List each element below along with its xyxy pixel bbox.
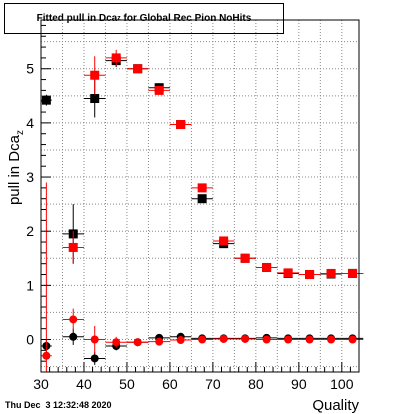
data-point-circle <box>241 334 250 343</box>
data-point-square <box>348 268 358 278</box>
x-tick-label: 50 <box>119 376 135 392</box>
data-point-square <box>68 242 78 252</box>
data-point-square <box>90 70 100 80</box>
chart-title-sub: z <box>117 15 121 22</box>
data-point-circle <box>262 335 271 344</box>
x-axis-label: Quality <box>312 397 359 414</box>
data-point-circle <box>348 335 357 344</box>
data-point-square <box>326 268 336 278</box>
x-tick-label: 40 <box>76 376 92 392</box>
x-tick-label: 60 <box>162 376 178 392</box>
x-tick-label: 100 <box>330 376 354 392</box>
y-tick-label: 3 <box>26 169 34 185</box>
data-point-circle <box>90 335 99 344</box>
grid-lines <box>41 20 359 372</box>
data-point-square <box>133 64 143 74</box>
plot-frame <box>40 19 360 373</box>
data-point-circle <box>284 335 293 344</box>
y-axis-label: pull in Dcaz <box>6 130 26 205</box>
data-point-square <box>283 268 293 278</box>
data-point-circle <box>305 335 314 344</box>
y-tick-label: 2 <box>26 223 34 239</box>
data-point-circle <box>90 354 99 363</box>
data-point-square <box>176 120 186 130</box>
data-point-circle <box>219 334 228 343</box>
data-point-circle <box>42 351 51 360</box>
data-point-square <box>219 236 229 246</box>
data-point-circle <box>112 338 121 347</box>
x-tick-label: 30 <box>33 376 49 392</box>
tick-labels: 30 40 50 60 70 80 90 100 0 1 2 3 4 5 <box>26 61 354 392</box>
x-tick-label: 70 <box>205 376 221 392</box>
data-markers <box>41 49 364 372</box>
data-point-circle <box>176 336 185 345</box>
chart-title-rest: for Global Rec Pion NoHits <box>120 13 252 24</box>
data-point-square <box>240 253 250 263</box>
data-point-square <box>197 183 207 193</box>
data-point-circle <box>198 335 207 344</box>
timestamp-footer: Thu Dec 3 12:32:48 2020 <box>5 400 112 410</box>
y-tick-label: 4 <box>26 115 34 131</box>
y-axis-label-main: pull in Dca <box>6 134 23 205</box>
y-axis-label-sub: z <box>15 130 26 135</box>
data-point-square <box>262 262 272 272</box>
x-tick-label: 90 <box>291 376 307 392</box>
y-tick-label: 5 <box>26 61 34 77</box>
data-point-square <box>154 85 164 95</box>
data-point-circle <box>69 315 78 324</box>
data-point-circle <box>133 338 142 347</box>
data-point-square <box>197 194 207 204</box>
axis-ticks <box>40 24 360 373</box>
chart-title-main: Fitted pull in Dca <box>36 13 118 24</box>
y-tick-label: 0 <box>26 332 34 348</box>
data-point-square <box>111 53 121 63</box>
x-tick-label: 80 <box>248 376 264 392</box>
data-point-circle <box>69 332 78 341</box>
chart-title: Fitted pull in Dca z for Global Rec Pion … <box>4 3 284 34</box>
data-point-square <box>41 95 51 105</box>
data-point-square <box>90 94 100 104</box>
data-point-circle <box>327 335 336 344</box>
data-point-square <box>305 270 315 280</box>
y-tick-label: 1 <box>26 277 34 293</box>
data-point-circle <box>155 337 164 346</box>
